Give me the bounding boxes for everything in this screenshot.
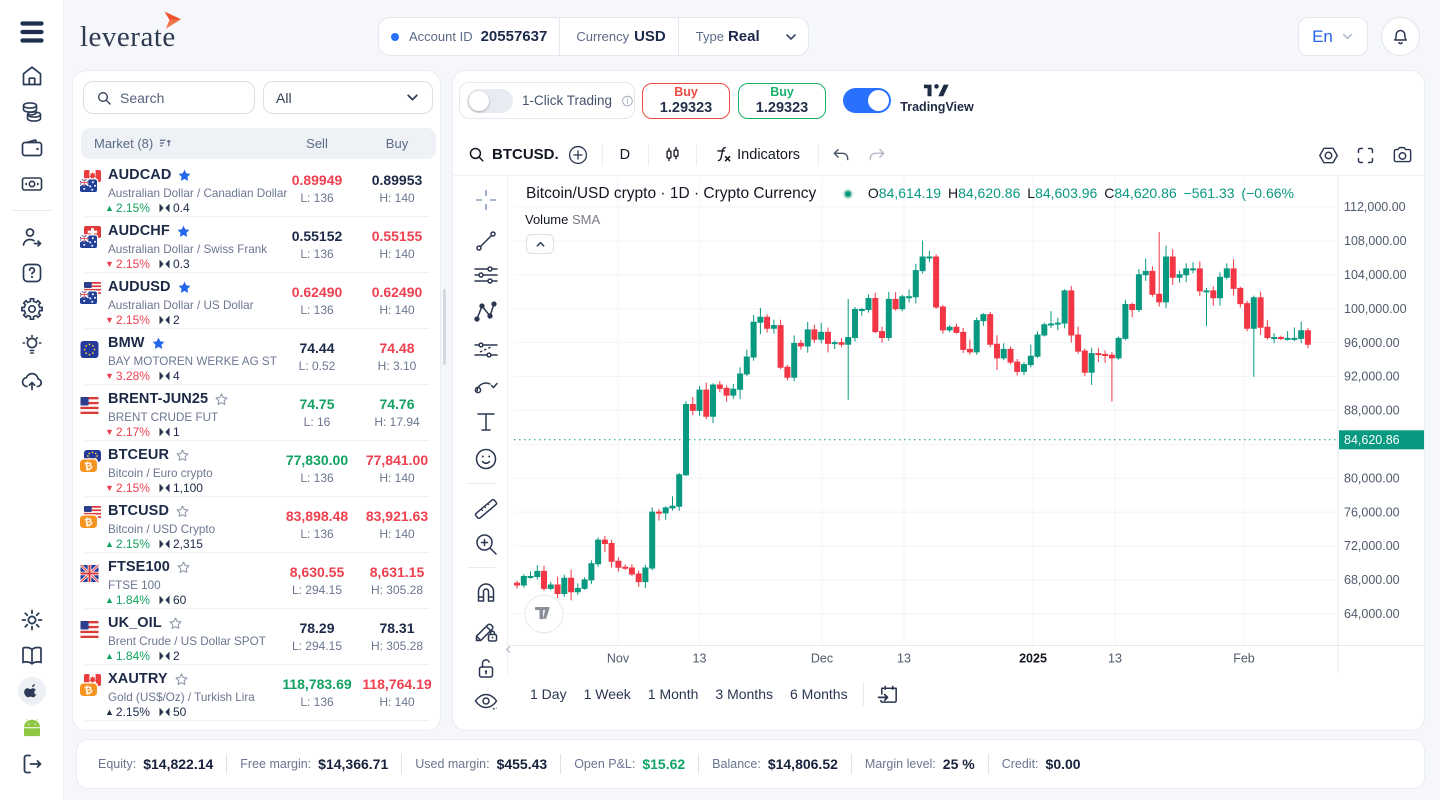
svg-text:₿: ₿	[83, 460, 93, 473]
svg-text:80,000.00: 80,000.00	[1344, 471, 1400, 485]
svg-text:76,000.00: 76,000.00	[1344, 505, 1400, 519]
svg-text:64,000.00: 64,000.00	[1344, 607, 1400, 621]
svg-text:88,000.00: 88,000.00	[1344, 404, 1400, 418]
svg-text:104,000.00: 104,000.00	[1344, 268, 1407, 282]
svg-text:108,000.00: 108,000.00	[1344, 234, 1407, 248]
svg-text:13: 13	[1108, 652, 1122, 666]
svg-text:100,000.00: 100,000.00	[1344, 302, 1407, 316]
svg-text:112,000.00: 112,000.00	[1344, 200, 1406, 214]
svg-text:92,000.00: 92,000.00	[1344, 370, 1400, 384]
svg-text:13: 13	[897, 652, 911, 666]
svg-text:84,620.86: 84,620.86	[1344, 433, 1400, 447]
svg-text:Feb: Feb	[1233, 652, 1255, 666]
svg-text:96,000.00: 96,000.00	[1344, 336, 1400, 350]
svg-text:13: 13	[693, 652, 707, 666]
svg-text:Dec: Dec	[811, 652, 833, 666]
svg-text:₿: ₿	[83, 684, 93, 697]
svg-text:₿: ₿	[83, 516, 93, 529]
svg-text:2025: 2025	[1019, 652, 1047, 666]
svg-text:Nov: Nov	[607, 652, 630, 666]
svg-text:68,000.00: 68,000.00	[1344, 573, 1400, 587]
svg-text:72,000.00: 72,000.00	[1344, 539, 1400, 553]
